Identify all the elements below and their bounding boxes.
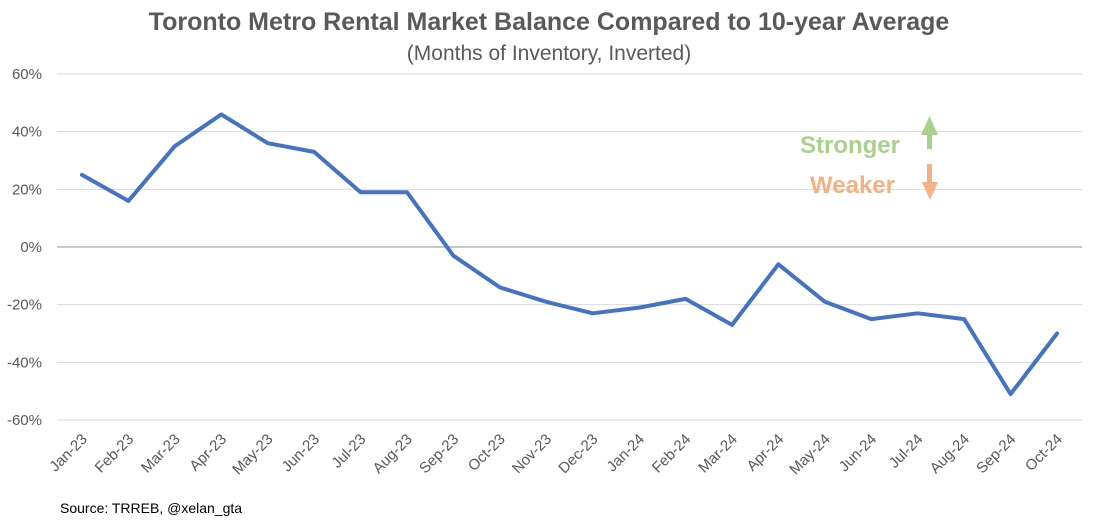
annotation-stronger: Stronger <box>800 116 938 159</box>
annotation-stronger-label: Stronger <box>800 132 900 159</box>
x-tick-label: Aug-23 <box>370 431 416 477</box>
x-tick-label: Jun-23 <box>279 431 323 475</box>
y-tick-label: -20% <box>7 297 42 314</box>
y-tick-label: 0% <box>20 239 42 256</box>
x-tick-label: Apr-23 <box>186 431 230 475</box>
x-tick-label: May-24 <box>786 431 833 478</box>
x-tick-label: Apr-24 <box>743 431 787 475</box>
y-tick-label: 60% <box>12 66 42 83</box>
down-arrow-icon <box>922 164 938 200</box>
x-tick-label: Oct-24 <box>1022 431 1066 475</box>
x-tick-label: Jul-23 <box>328 431 369 472</box>
y-axis-ticks: -60% -40% -20% 0% 20% 40% 60% <box>7 66 42 429</box>
annotation-weaker-label: Weaker <box>810 172 895 199</box>
x-tick-label: Nov-23 <box>509 431 555 477</box>
x-tick-label: Oct-23 <box>465 431 509 475</box>
x-tick-label: Jun-24 <box>836 431 880 475</box>
x-tick-label: May-23 <box>229 431 276 478</box>
x-tick-label: Sep-23 <box>416 431 462 477</box>
source-note: Source: TRREB, @xelan_gta <box>60 500 243 516</box>
x-tick-label: Aug-24 <box>927 431 973 477</box>
chart-subtitle: (Months of Inventory, Inverted) <box>406 42 692 65</box>
x-tick-label: Feb-24 <box>649 431 695 477</box>
x-tick-label: Sep-24 <box>973 431 1019 477</box>
x-axis-ticks: Jan-23 Feb-23 Mar-23 Apr-23 May-23 Jun-23 Jul-… <box>46 431 1065 478</box>
up-arrow-icon <box>921 116 938 149</box>
y-tick-label: 20% <box>12 181 42 198</box>
x-tick-label: Jul-24 <box>886 431 927 472</box>
series-layer <box>80 112 1059 397</box>
x-tick-label: Mar-24 <box>695 431 741 477</box>
x-tick-label: Dec-23 <box>555 431 601 477</box>
y-tick-label: 40% <box>12 124 42 141</box>
gridlines <box>57 73 1082 421</box>
series-line <box>80 112 1059 397</box>
x-tick-label: Mar-23 <box>138 431 184 477</box>
x-tick-label: Feb-23 <box>92 431 138 477</box>
x-tick-label: Jan-23 <box>46 431 90 475</box>
x-tick-label: Jan-24 <box>604 431 648 475</box>
annotation-weaker: Weaker <box>810 164 938 200</box>
y-tick-label: -40% <box>7 354 42 371</box>
chart-title: Toronto Metro Rental Market Balance Comp… <box>148 8 950 36</box>
y-tick-label: -60% <box>7 412 42 429</box>
